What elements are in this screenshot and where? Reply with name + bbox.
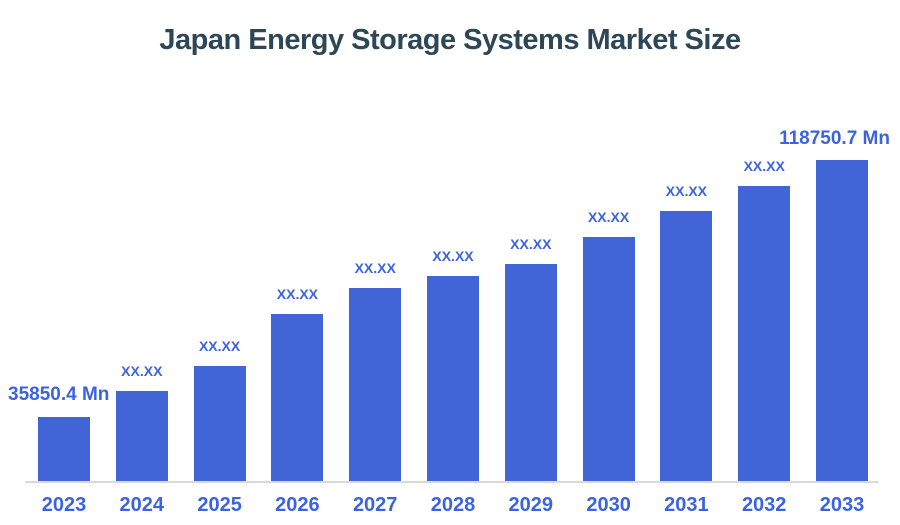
bar-value-label-2024: XX.XX: [121, 363, 163, 379]
bar-value-label-2030: XX.XX: [587, 209, 630, 225]
x-tick-2028: 2028: [430, 494, 476, 516]
x-tick-2027: 2027: [352, 494, 398, 516]
x-tick-2025: 2025: [197, 494, 242, 516]
x-tick-2026: 2026: [275, 494, 320, 516]
bar-2029: [504, 264, 557, 481]
x-tick-2023: 2023: [41, 494, 87, 516]
x-tick-2024: 2024: [119, 494, 165, 516]
x-tick-2033: 2033: [819, 494, 865, 516]
bar-2026: [271, 314, 324, 481]
x-axis-line: [25, 481, 878, 483]
bar-value-label-2032: XX.XX: [743, 158, 785, 174]
bar-2031: [660, 211, 713, 481]
bar-2023: [38, 417, 90, 481]
x-tick-2030: 2030: [586, 494, 631, 516]
bar-2028: [427, 276, 479, 481]
bar-value-label-2023: 35850.4 Mn: [8, 384, 110, 405]
x-tick-2029: 2029: [508, 494, 554, 516]
bar-value-label-2025: XX.XX: [198, 338, 241, 354]
bar-value-label-2031: XX.XX: [665, 183, 708, 199]
bar-value-label-2028: XX.XX: [432, 248, 474, 264]
bar-value-label-2033: 118750.7 Mn: [779, 128, 890, 149]
bar-value-label-2026: XX.XX: [276, 286, 319, 302]
x-tick-2032: 2032: [741, 494, 787, 516]
bar-2027: [349, 288, 402, 481]
bar-2024: [115, 391, 168, 481]
x-tick-2031: 2031: [664, 494, 709, 516]
bar-value-label-2027: XX.XX: [354, 260, 396, 276]
chart-title: Japan Energy Storage Systems Market Size: [159, 24, 741, 56]
bar-2030: [582, 237, 635, 481]
bar-2025: [193, 366, 246, 481]
bar-2033: [816, 160, 868, 481]
bar-2032: [738, 186, 791, 481]
bar-value-label-2029: XX.XX: [510, 236, 552, 252]
